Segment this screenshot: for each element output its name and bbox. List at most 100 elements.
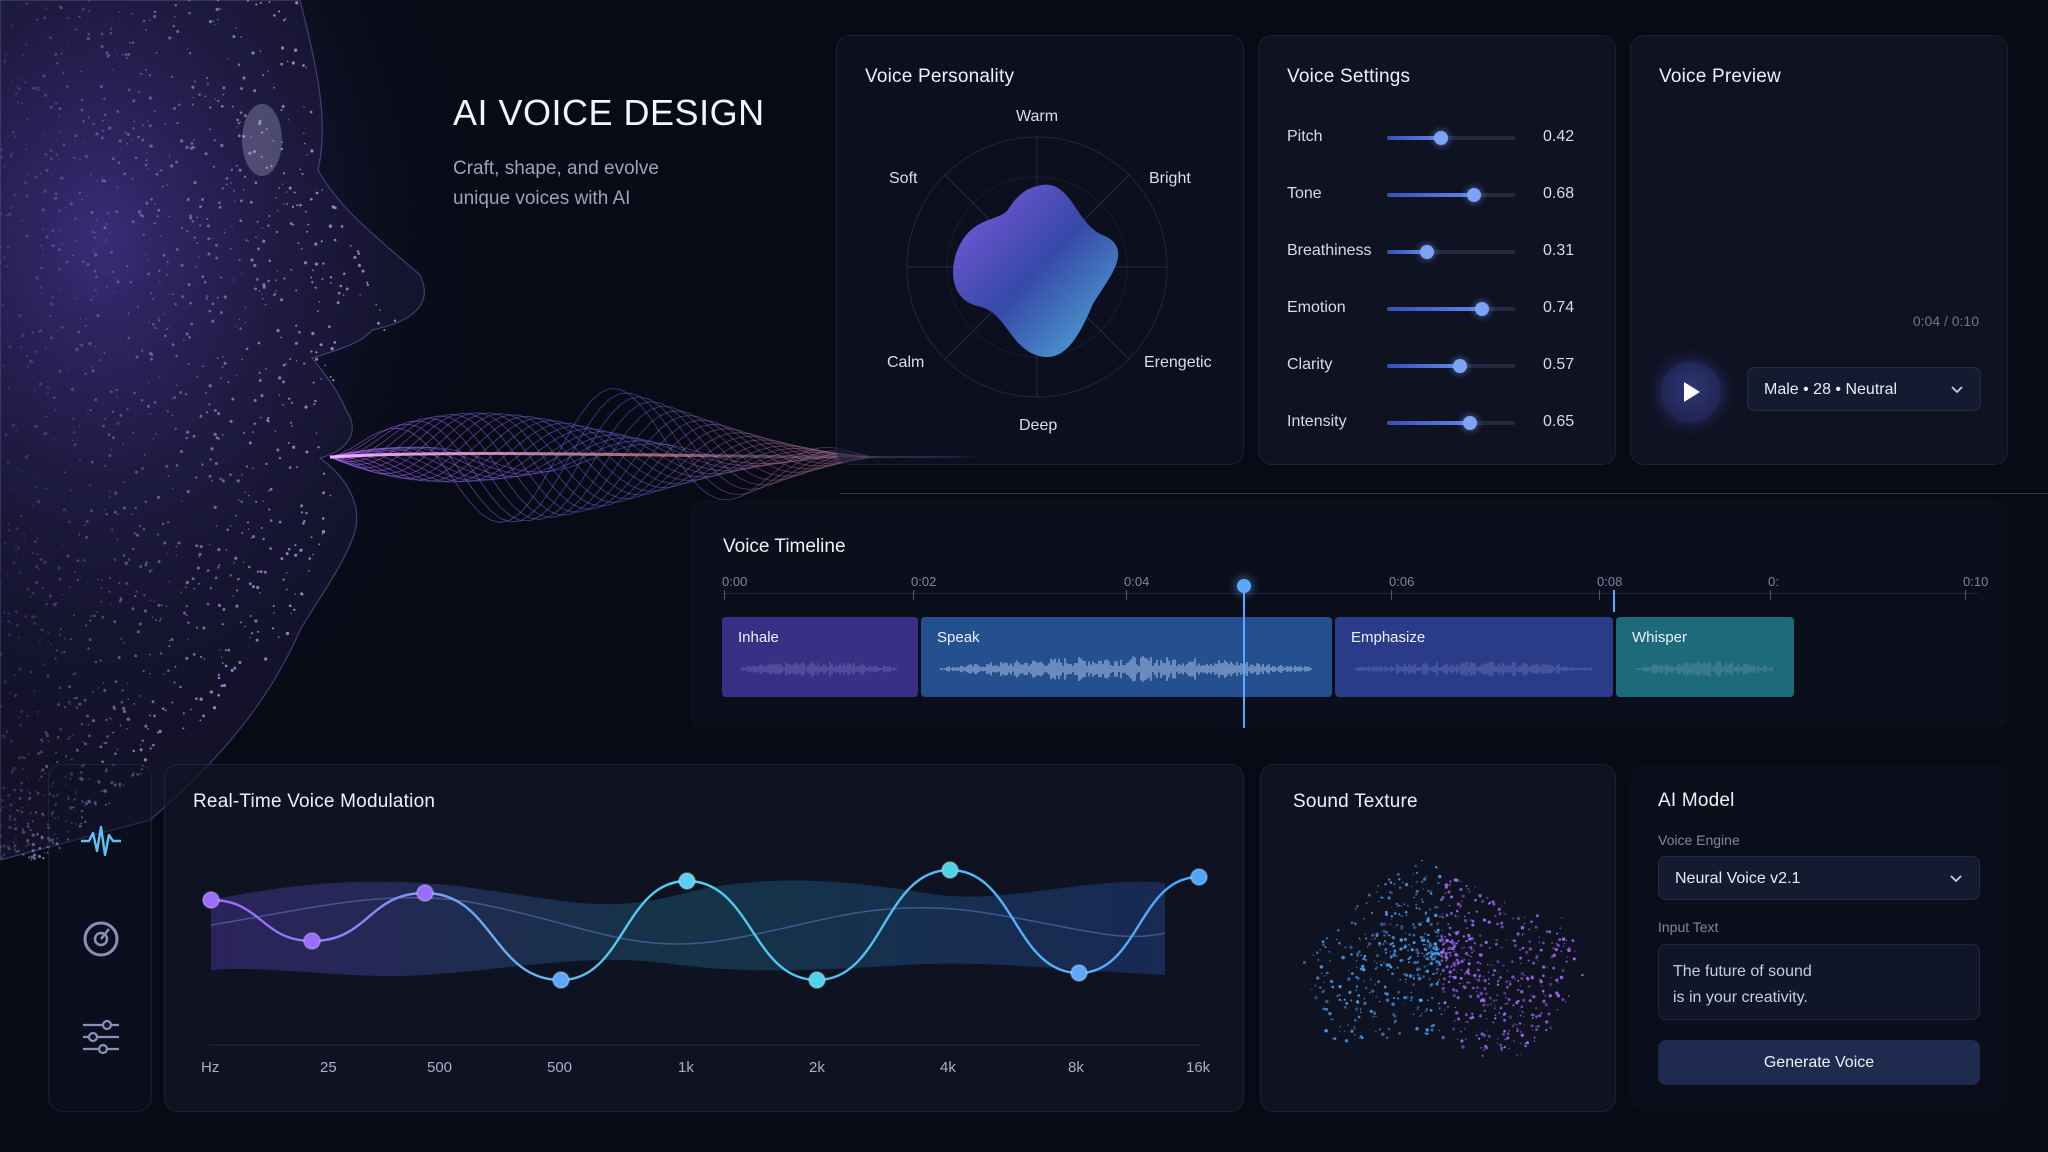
face-particle: [37, 122, 40, 124]
texture-particle: [1453, 975, 1457, 980]
play-button[interactable]: [1661, 362, 1721, 422]
texture-particle: [1312, 954, 1315, 956]
texture-particle: [1552, 953, 1557, 958]
face-particle: [138, 91, 141, 94]
texture-particle: [1444, 952, 1447, 955]
face-particle: [193, 147, 196, 149]
setting-slider[interactable]: [1387, 416, 1515, 430]
face-particle: [199, 655, 203, 658]
modulation-control-point[interactable]: [1070, 964, 1088, 982]
slider-thumb[interactable]: [1467, 188, 1482, 202]
hero-subtitle-line: Craft, shape, and evolve: [453, 158, 659, 179]
face-particle: [190, 322, 194, 326]
texture-particle: [1449, 951, 1452, 954]
timeline-segment-inhale[interactable]: Inhale: [722, 617, 918, 697]
frequency-label: 16k: [1186, 1059, 1211, 1076]
texture-particle: [1435, 972, 1438, 974]
face-particle: [305, 450, 309, 454]
dial-icon[interactable]: [79, 917, 123, 961]
face-particle: [45, 733, 50, 738]
modulation-control-point[interactable]: [303, 932, 321, 950]
playhead-handle[interactable]: [1237, 579, 1251, 593]
slider-thumb[interactable]: [1419, 245, 1434, 259]
modulation-control-point[interactable]: [678, 872, 696, 890]
face-particle: [141, 349, 144, 352]
face-particle: [18, 716, 21, 719]
face-particle: [236, 375, 238, 377]
face-particle: [299, 203, 302, 207]
timeline-marker[interactable]: [1613, 590, 1615, 612]
texture-particle: [1482, 1004, 1485, 1007]
segment-waveform: [741, 661, 897, 677]
face-particle: [232, 34, 236, 39]
texture-particle: [1505, 939, 1507, 941]
voice-profile-select[interactable]: Male • 28 • Neutral: [1747, 367, 1981, 411]
modulation-control-point[interactable]: [202, 891, 220, 909]
generate-voice-button[interactable]: Generate Voice: [1658, 1040, 1980, 1085]
setting-slider[interactable]: [1387, 245, 1515, 259]
face-particle: [47, 640, 49, 643]
modulation-control-point[interactable]: [1190, 868, 1208, 886]
texture-particle: [1373, 983, 1377, 986]
personality-radar-chart[interactable]: [837, 36, 1245, 466]
face-particle: [332, 378, 335, 382]
face-particle: [26, 822, 30, 826]
voice-engine-select[interactable]: Neural Voice v2.1: [1658, 856, 1980, 900]
modulation-control-point[interactable]: [808, 971, 826, 989]
texture-particle: [1473, 973, 1477, 978]
face-particle: [175, 354, 178, 358]
texture-particle: [1530, 1024, 1534, 1028]
timeline-segment-speak[interactable]: Speak: [921, 617, 1332, 697]
face-particle: [214, 462, 218, 465]
face-particle: [216, 0, 220, 2]
timeline-playhead[interactable]: [1243, 580, 1245, 728]
setting-slider[interactable]: [1387, 188, 1515, 202]
face-particle: [206, 217, 209, 221]
face-particle: [94, 345, 96, 348]
face-particle: [256, 220, 259, 223]
input-text-field[interactable]: The future of sound is in your creativit…: [1658, 944, 1980, 1020]
face-particle: [24, 455, 28, 459]
texture-particle: [1503, 1002, 1506, 1005]
texture-particle: [1441, 941, 1446, 945]
modulation-control-point[interactable]: [416, 884, 434, 902]
texture-particle: [1520, 990, 1524, 994]
sliders-icon[interactable]: [79, 1015, 123, 1059]
slider-thumb[interactable]: [1474, 302, 1489, 316]
texture-particle: [1474, 886, 1476, 888]
slider-thumb[interactable]: [1433, 131, 1448, 145]
waveform-icon[interactable]: [79, 819, 123, 863]
timeline-segment-whisper[interactable]: Whisper: [1616, 617, 1794, 697]
modulation-curve-chart[interactable]: [165, 765, 1245, 1113]
setting-slider[interactable]: [1387, 359, 1515, 373]
face-particle: [8, 818, 12, 821]
texture-particle: [1398, 904, 1401, 907]
face-particle: [93, 232, 96, 234]
face-particle: [3, 285, 6, 287]
setting-slider[interactable]: [1387, 302, 1515, 316]
texture-particle: [1415, 871, 1418, 874]
slider-thumb[interactable]: [1452, 359, 1467, 373]
face-particle: [112, 763, 115, 766]
face-particle: [134, 507, 137, 510]
slider-thumb[interactable]: [1463, 416, 1478, 430]
face-particle: [39, 172, 42, 175]
texture-particle: [1477, 978, 1481, 982]
face-particle: [70, 822, 73, 825]
timeline-segment-emphasize[interactable]: Emphasize: [1335, 617, 1613, 697]
face-particle: [215, 7, 219, 12]
face-particle: [108, 54, 111, 56]
face-particle: [282, 578, 285, 581]
modulation-control-point[interactable]: [552, 971, 570, 989]
texture-particle: [1405, 914, 1408, 917]
texture-particle: [1539, 979, 1543, 984]
texture-particle: [1498, 1011, 1501, 1015]
face-particle: [148, 321, 151, 324]
face-particle: [74, 571, 77, 574]
face-particle: [9, 119, 12, 122]
texture-particle: [1396, 966, 1399, 969]
modulation-control-point[interactable]: [941, 861, 959, 879]
setting-slider[interactable]: [1387, 131, 1515, 145]
face-particle: [58, 268, 61, 271]
face-particle: [149, 413, 151, 415]
